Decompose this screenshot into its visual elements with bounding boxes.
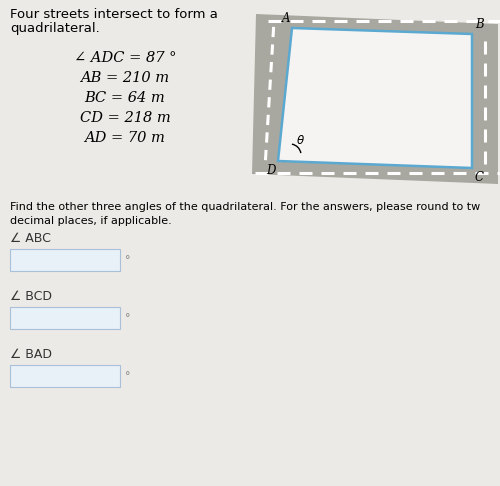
Text: ∠ BAD: ∠ BAD — [10, 348, 52, 361]
Text: AD = 70 m: AD = 70 m — [84, 131, 166, 145]
Text: ∠ ADC = 87 °: ∠ ADC = 87 ° — [74, 51, 176, 65]
Bar — [10, 249, 120, 271]
Polygon shape — [252, 14, 498, 184]
Text: Four streets intersect to form a: Four streets intersect to form a — [10, 8, 218, 21]
Text: °: ° — [125, 371, 130, 381]
Text: ∠ BCD: ∠ BCD — [10, 290, 52, 303]
Text: BC = 64 m: BC = 64 m — [84, 91, 166, 105]
Text: AB = 210 m: AB = 210 m — [80, 71, 170, 85]
Text: C: C — [475, 171, 484, 184]
Text: D: D — [266, 164, 276, 177]
Text: A: A — [282, 12, 290, 25]
Polygon shape — [278, 28, 472, 168]
Text: ∠ ABC: ∠ ABC — [10, 232, 51, 245]
Text: decimal places, if applicable.: decimal places, if applicable. — [10, 216, 172, 226]
Text: CD = 218 m: CD = 218 m — [80, 111, 170, 125]
Bar — [10, 365, 120, 387]
Text: $\theta$: $\theta$ — [296, 134, 305, 147]
Bar — [10, 307, 120, 329]
Text: B: B — [475, 18, 484, 31]
Text: quadrilateral.: quadrilateral. — [10, 22, 100, 35]
Text: °: ° — [125, 255, 130, 265]
Text: Find the other three angles of the quadrilateral. For the answers, please round : Find the other three angles of the quadr… — [10, 202, 480, 212]
Text: °: ° — [125, 313, 130, 323]
